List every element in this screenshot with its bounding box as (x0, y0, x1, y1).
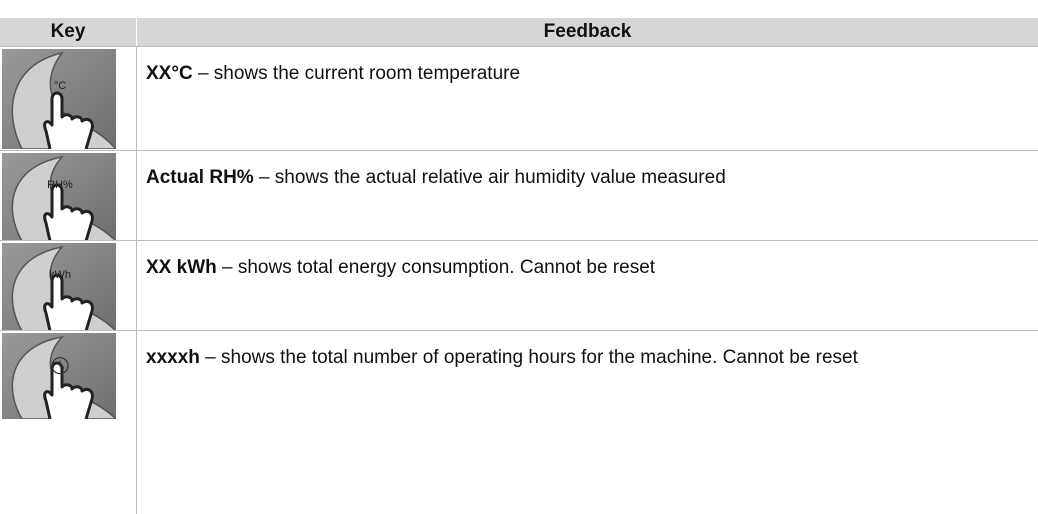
feedback-text: XX kWh – shows total energy consumption.… (146, 251, 1016, 285)
table-row: RH% Actual RH% – shows the actual relativ… (0, 150, 1038, 241)
feedback-text: XX°C – shows the current room temperatur… (146, 57, 1016, 91)
feedback-text: Actual RH% – shows the actual relative a… (146, 161, 1016, 195)
key-icon: RH% (2, 153, 116, 241)
key-icon (2, 333, 116, 419)
term: XX°C (146, 63, 193, 84)
header-key: Key (0, 18, 136, 46)
table-row: xxxxh – shows the total number of operat… (0, 330, 1038, 419)
icon-label: °C (54, 80, 66, 92)
term: xxxxh (146, 347, 200, 368)
icon-label: RH% (47, 179, 73, 191)
icon-label: kWh (49, 269, 71, 281)
term: XX kWh (146, 257, 217, 278)
header-feedback: Feedback (137, 18, 1038, 46)
feedback-text: xxxxh – shows the total number of operat… (146, 341, 1016, 375)
description: – shows the current room temperature (192, 63, 521, 84)
description: – shows total energy consumption. Cannot… (216, 257, 656, 278)
table-row: kWh XX kWh – shows total energy consumpti… (0, 240, 1038, 331)
description: – shows the actual relative air humidity… (253, 167, 726, 188)
column-divider (136, 46, 137, 514)
key-icon: kWh (2, 243, 116, 331)
description: – shows the total number of operating ho… (199, 347, 858, 368)
term: Actual RH% (146, 167, 254, 188)
table-row: °C XX°C – shows the current room temperat… (0, 46, 1038, 149)
key-icon: °C (2, 49, 116, 149)
